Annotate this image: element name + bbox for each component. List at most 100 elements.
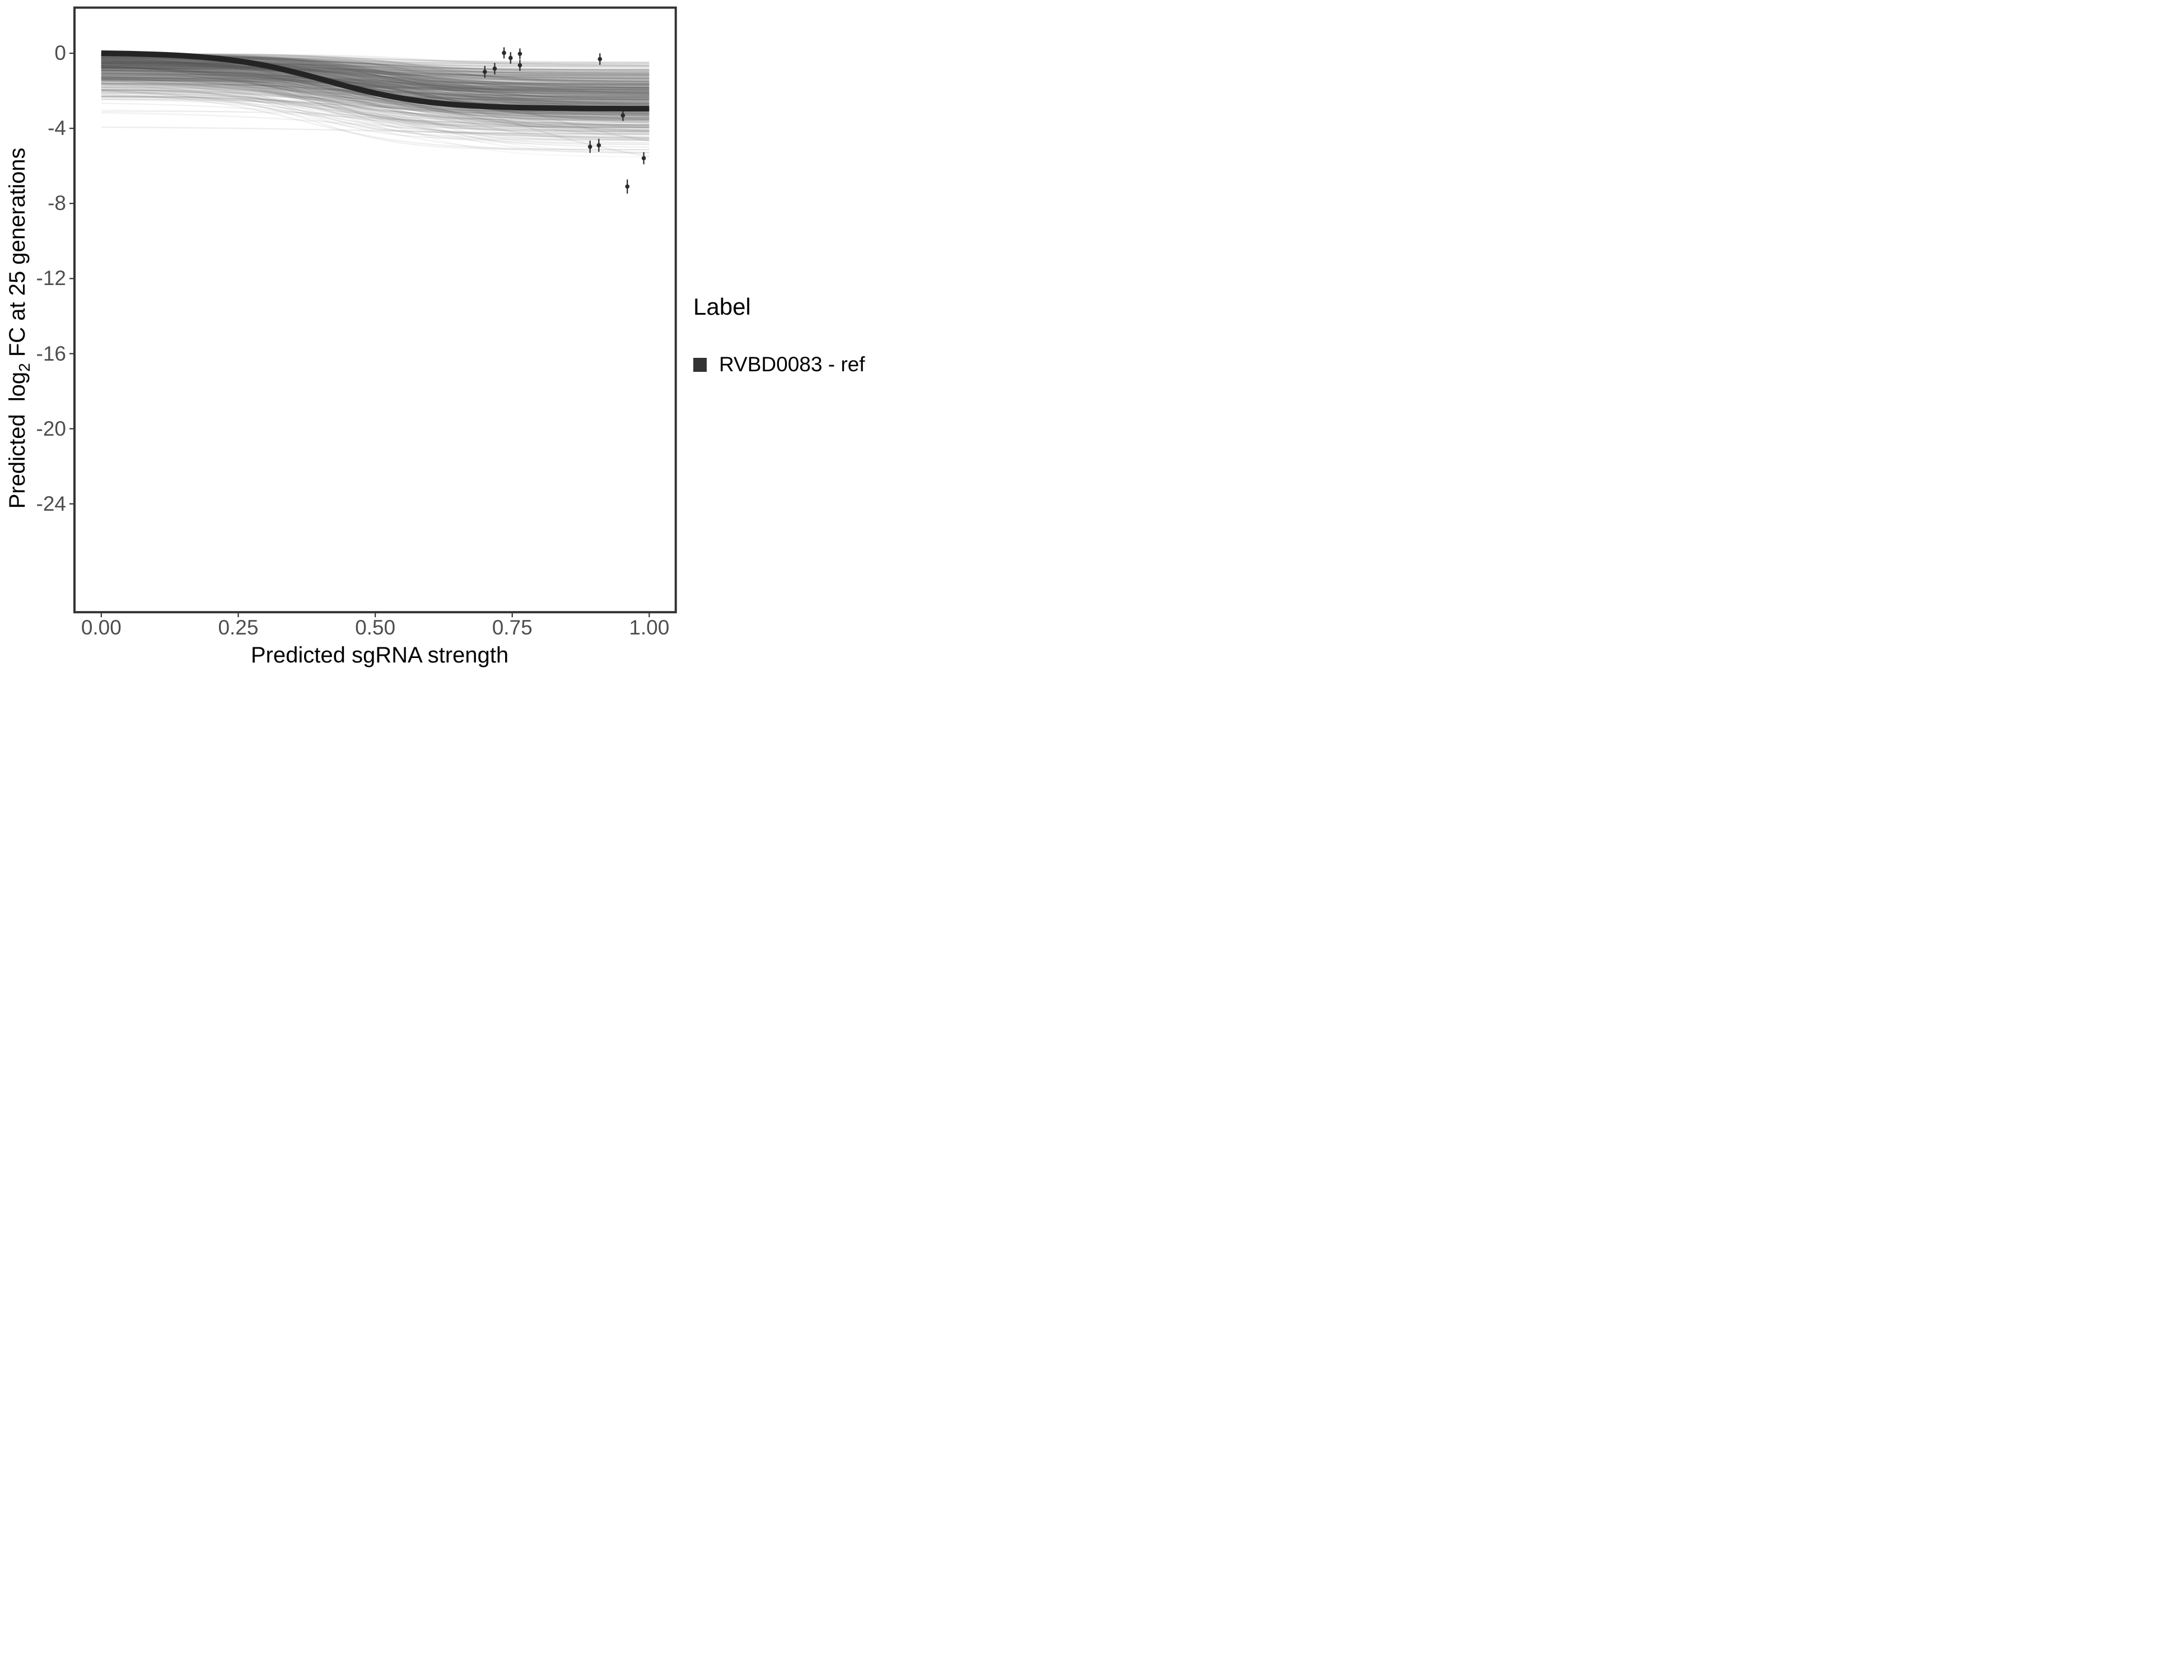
posterior-draw-line xyxy=(101,65,650,114)
posterior-draw-line xyxy=(101,62,650,75)
posterior-draw-line xyxy=(101,79,650,104)
posterior-draw-line xyxy=(101,59,650,90)
posterior-draw-line xyxy=(101,69,650,83)
posterior-draw-line xyxy=(101,99,650,158)
posterior-draw-line xyxy=(101,86,650,141)
posterior-draw-line xyxy=(101,90,650,117)
posterior-draw-line xyxy=(101,55,650,93)
data-point xyxy=(620,113,626,118)
posterior-draw-line xyxy=(101,87,650,138)
posterior-draw-line xyxy=(101,67,650,78)
posterior-draw-line xyxy=(101,58,650,84)
posterior-draw-line xyxy=(101,68,650,95)
posterior-draw-line xyxy=(101,61,650,100)
posterior-draw-line xyxy=(101,66,650,91)
posterior-draw-line xyxy=(101,60,650,88)
posterior-draw-line xyxy=(101,63,650,75)
posterior-draw-line xyxy=(101,68,650,96)
posterior-draw-line xyxy=(101,58,650,91)
posterior-draw-line xyxy=(101,75,650,91)
posterior-draw-line xyxy=(101,60,650,94)
posterior-draw-line xyxy=(101,70,650,88)
posterior-draw-line xyxy=(101,64,650,111)
posterior-draw-line xyxy=(101,60,650,116)
data-point xyxy=(587,144,592,149)
posterior-draw-line xyxy=(101,63,650,119)
posterior-draw-line xyxy=(101,59,650,73)
posterior-draw-line xyxy=(101,68,650,90)
posterior-draw-line xyxy=(101,83,650,131)
posterior-draw-line xyxy=(101,58,650,90)
posterior-draw-line xyxy=(101,62,650,110)
posterior-draw-line xyxy=(101,89,650,129)
posterior-draw-line xyxy=(101,68,650,95)
posterior-draw-line xyxy=(101,63,650,99)
posterior-draw-line xyxy=(101,61,650,116)
posterior-draw-line xyxy=(101,66,650,98)
posterior-draw-line xyxy=(101,61,650,84)
posterior-draw-line xyxy=(101,65,650,74)
posterior-draw-line xyxy=(101,67,650,86)
posterior-draw-line xyxy=(101,62,650,118)
posterior-draw-line xyxy=(101,82,650,139)
posterior-draw-line xyxy=(101,82,650,105)
posterior-draw-line xyxy=(101,77,650,87)
posterior-draw-line xyxy=(101,61,650,97)
posterior-draw-line xyxy=(101,68,650,79)
posterior-draw-line xyxy=(101,109,650,126)
posterior-draw-line xyxy=(101,77,650,106)
posterior-draw-line xyxy=(101,72,650,90)
posterior-draw-line xyxy=(101,65,650,76)
posterior-draw-line xyxy=(101,67,650,119)
posterior-draw-line xyxy=(101,80,650,118)
posterior-draw-line xyxy=(101,66,650,93)
posterior-draw-line xyxy=(101,61,650,90)
posterior-draw-line xyxy=(101,66,650,97)
posterior-draw-line xyxy=(101,60,650,84)
posterior-draw-line xyxy=(101,77,650,131)
posterior-draw-line xyxy=(101,57,650,92)
posterior-draw-line xyxy=(101,65,650,78)
posterior-draws-layer xyxy=(101,53,650,158)
posterior-draw-line xyxy=(101,78,650,128)
posterior-draw-line xyxy=(101,66,650,120)
legend-item: RVBD0083 - ref xyxy=(693,353,865,376)
posterior-draw-line xyxy=(101,67,650,93)
posterior-draw-line xyxy=(101,72,650,99)
posterior-draw-line xyxy=(101,89,650,120)
posterior-draw-line xyxy=(101,62,650,89)
posterior-draw-line xyxy=(101,57,650,99)
posterior-draw-line xyxy=(101,60,650,89)
posterior-draw-line xyxy=(101,57,650,110)
posterior-draw-line xyxy=(101,63,650,97)
posterior-draw-line xyxy=(101,80,650,130)
posterior-draw-line xyxy=(101,59,650,104)
posterior-draw-line xyxy=(101,62,650,87)
posterior-draw-line xyxy=(101,60,650,82)
posterior-draw-line xyxy=(101,95,650,123)
posterior-draw-line xyxy=(101,63,650,80)
posterior-draw-line xyxy=(101,76,650,88)
posterior-draw-line xyxy=(101,61,650,88)
posterior-draw-line xyxy=(101,70,650,123)
posterior-draw-line xyxy=(101,66,650,91)
posterior-draw-line xyxy=(101,76,650,128)
posterior-draw-line xyxy=(101,59,650,106)
posterior-draw-line xyxy=(101,58,650,105)
posterior-draw-line xyxy=(101,77,650,120)
posterior-draw-line xyxy=(101,90,650,122)
posterior-draw-line xyxy=(101,61,650,97)
posterior-draw-line xyxy=(101,77,650,86)
posterior-draw-line xyxy=(101,62,650,76)
y-axis-title-suffix: FC at 25 generations xyxy=(5,147,30,363)
posterior-draw-line xyxy=(101,60,650,77)
posterior-draw-line xyxy=(101,63,650,96)
posterior-draw-line xyxy=(101,78,650,114)
posterior-draw-line xyxy=(101,89,650,139)
posterior-draw-line xyxy=(101,59,650,87)
outlier-draw-line xyxy=(101,68,650,142)
outlier-draw-line xyxy=(101,63,650,157)
data-point xyxy=(508,55,513,60)
posterior-draw-line xyxy=(101,55,650,86)
posterior-draw-line xyxy=(101,62,650,91)
